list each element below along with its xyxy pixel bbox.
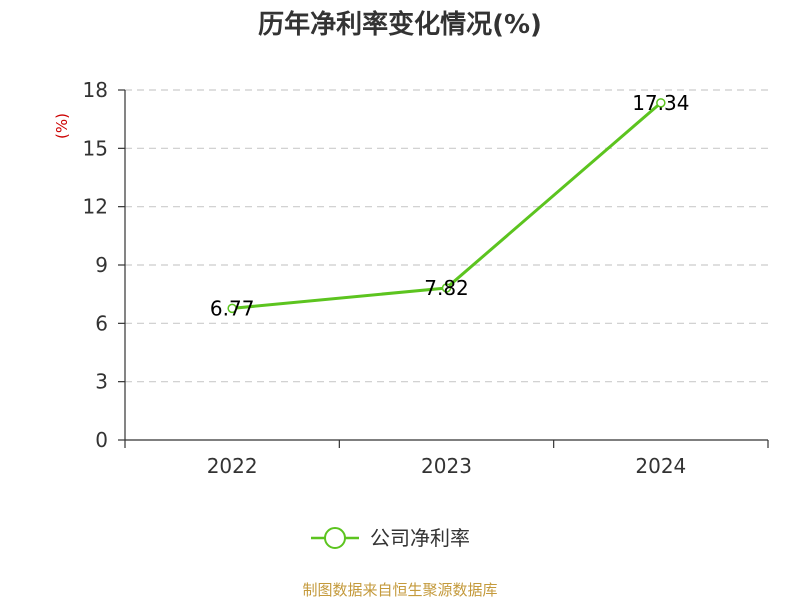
data-label: 17.34 <box>632 91 689 115</box>
y-tick-label: 3 <box>95 370 108 394</box>
data-point[interactable] <box>656 98 666 108</box>
x-tick-label: 2022 <box>207 454 258 478</box>
data-label: 7.82 <box>424 276 469 300</box>
y-tick-label: 0 <box>95 428 108 452</box>
y-tick-label: 6 <box>95 311 108 335</box>
y-tick-label: 9 <box>95 253 108 277</box>
x-tick-labels: 2022 2023 2024 <box>207 454 687 478</box>
data-labels: 6.77 7.82 17.34 <box>210 91 690 321</box>
legend-label: 公司净利率 <box>370 526 470 550</box>
y-axis-label: (%) <box>53 113 71 139</box>
y-tick-label: 12 <box>83 195 108 219</box>
data-point[interactable] <box>441 283 452 293</box>
grid-lines <box>125 89 768 383</box>
x-tick-label: 2024 <box>635 454 686 478</box>
axes <box>118 89 769 448</box>
legend-circle-marker <box>324 527 346 549</box>
y-tick-labels: 0 3 6 9 12 15 18 <box>83 78 108 452</box>
chart-title: 历年净利率变化情况(%) <box>258 9 542 40</box>
y-tick-label: 18 <box>83 78 108 102</box>
legend[interactable]: 公司净利率 <box>311 526 470 550</box>
data-label: 6.77 <box>210 296 255 320</box>
data-point[interactable] <box>227 303 237 314</box>
series-net-margin <box>227 98 666 314</box>
x-tick-label: 2023 <box>421 454 472 478</box>
source-note: 制图数据来自恒生聚源数据库 <box>302 581 497 599</box>
y-tick-label: 15 <box>83 136 108 160</box>
